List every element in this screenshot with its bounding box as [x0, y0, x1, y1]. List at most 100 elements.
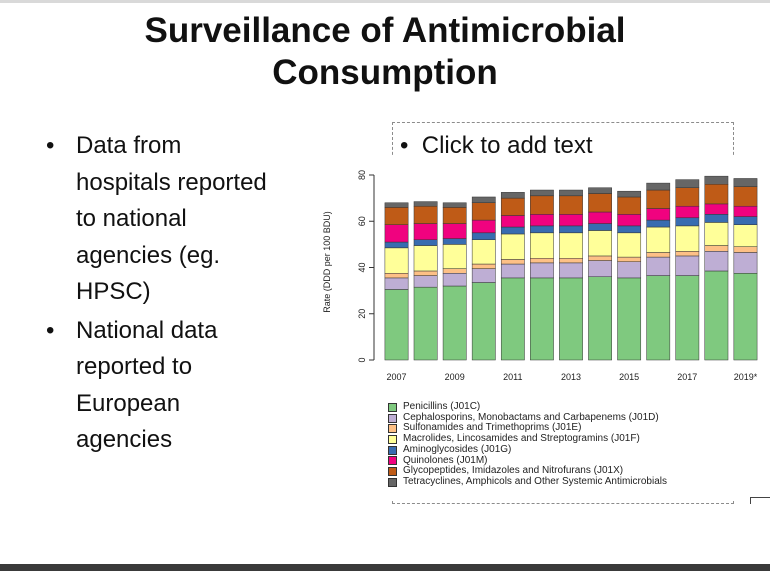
bar-segment [384, 273, 409, 279]
placeholder-label: Click to add text [421, 132, 593, 159]
bar-segment [471, 219, 496, 234]
bar-segment [384, 247, 409, 274]
bar-segment [617, 214, 642, 227]
resize-handle [750, 497, 770, 504]
bar-segment [471, 232, 496, 240]
text-placeholder[interactable]: • Click to add text [400, 128, 593, 164]
bar-segment [413, 223, 438, 240]
legend-item: Macrolides, Lincosamides and Streptogram… [388, 433, 768, 445]
bar-segment [413, 205, 438, 224]
placeholder-bullet-icon: • [400, 132, 409, 159]
bar-segment [384, 224, 409, 243]
bar-segment [530, 262, 554, 279]
bar-segment [500, 263, 525, 279]
bar-segment [500, 259, 525, 265]
y-tick-label: 20 [357, 309, 367, 319]
bar-segment [530, 189, 554, 197]
bar-segment [413, 270, 438, 276]
bar-segment [617, 256, 642, 262]
bar-segment [646, 226, 671, 253]
legend-swatch [388, 402, 397, 412]
x-tick-label: 2009 [445, 372, 465, 382]
bar-segment [500, 277, 525, 361]
bar-segment [471, 268, 496, 283]
bar-segment [442, 238, 467, 245]
bar-segment [442, 285, 467, 361]
bar-segment [646, 256, 671, 276]
bar-segment [442, 202, 467, 208]
bar-segment [704, 203, 729, 215]
legend-swatch [388, 434, 397, 444]
legend-label: Glycopeptides, Imidazoles and Nitrofuran… [403, 465, 624, 477]
bar-segment [442, 207, 467, 224]
x-tick-label: 2011 [503, 372, 522, 382]
bar-segment [588, 193, 612, 213]
bar-segment [646, 208, 671, 221]
bar-segment [471, 282, 496, 361]
x-tick-label: 2015 [619, 372, 639, 382]
bar-segment [384, 289, 409, 361]
bar-segment [559, 225, 583, 234]
bar-segment [588, 276, 612, 361]
bar-segment [675, 187, 700, 207]
bar-segment [733, 186, 758, 207]
x-tick-label: 2017 [677, 372, 697, 382]
bar-segment [442, 268, 467, 274]
bar-segment [442, 273, 467, 287]
legend-item: Tetracyclines, Amphicols and Other Syste… [388, 476, 768, 488]
legend-swatch [388, 413, 397, 423]
legend-item: Penicillins (J01C) [388, 401, 768, 413]
bar-segment [675, 179, 700, 188]
legend-label: Quinolones (J01M) [403, 454, 488, 466]
legend-label: Penicillins (J01C) [403, 401, 481, 412]
bar-segment [733, 178, 758, 187]
bar-segment [733, 273, 758, 361]
legend-label: Aminoglycosides (J01G) [403, 443, 512, 455]
bar-segment [500, 233, 525, 260]
bar-segment [588, 260, 612, 277]
bar-segment [559, 262, 583, 279]
bar-segment [413, 286, 438, 361]
bar-segment [559, 277, 583, 361]
bullet-text: National data reported to European agenc… [76, 316, 218, 454]
legend-swatch [388, 477, 397, 487]
bar-segment [733, 224, 758, 247]
bar-segment [530, 214, 554, 227]
bar-segment [413, 239, 438, 246]
y-axis-label: Rate (DDD per 100 BDU) [322, 211, 332, 313]
legend-label: Macrolides, Lincosamides and Streptogram… [403, 433, 640, 445]
legend-swatch [388, 424, 397, 434]
bar-segment [733, 246, 758, 253]
slide-bottom-border [0, 564, 770, 571]
bar-segment [384, 207, 409, 225]
bar-segment [704, 270, 729, 361]
bar-segment [704, 184, 729, 205]
bar-segment [704, 251, 729, 272]
bullet-list: Data from hospitals reported to national… [46, 128, 316, 459]
slide-top-border [0, 0, 770, 3]
bar-segment [384, 277, 409, 290]
bullet-text: Data from hospitals reported to national… [76, 132, 267, 305]
bar-segment [413, 201, 438, 207]
bar-segment [559, 232, 583, 259]
legend-item: Cephalosporins, Monobactams and Carbapen… [388, 412, 768, 424]
bar-segment [704, 222, 729, 246]
bar-segment [733, 205, 758, 217]
legend-swatch [388, 445, 397, 455]
y-tick-label: 60 [357, 216, 367, 226]
x-tick-label: 2013 [561, 372, 581, 382]
bar-segment [617, 261, 642, 279]
bar-segment [733, 252, 758, 274]
bullet-item: Data from hospitals reported to national… [46, 128, 316, 311]
y-tick-label: 0 [357, 357, 367, 362]
bar-segment [530, 232, 554, 259]
bar-segment [530, 225, 554, 234]
bar-segment [588, 223, 612, 231]
bar-segment [646, 189, 671, 209]
bar-segment [500, 197, 525, 216]
bar-segment [500, 215, 525, 228]
bar-segment [588, 211, 612, 224]
bar-segment [384, 202, 409, 208]
bar-segment [617, 190, 642, 198]
legend-label: Sulfonamides and Trimethoprims (J01E) [403, 422, 582, 434]
